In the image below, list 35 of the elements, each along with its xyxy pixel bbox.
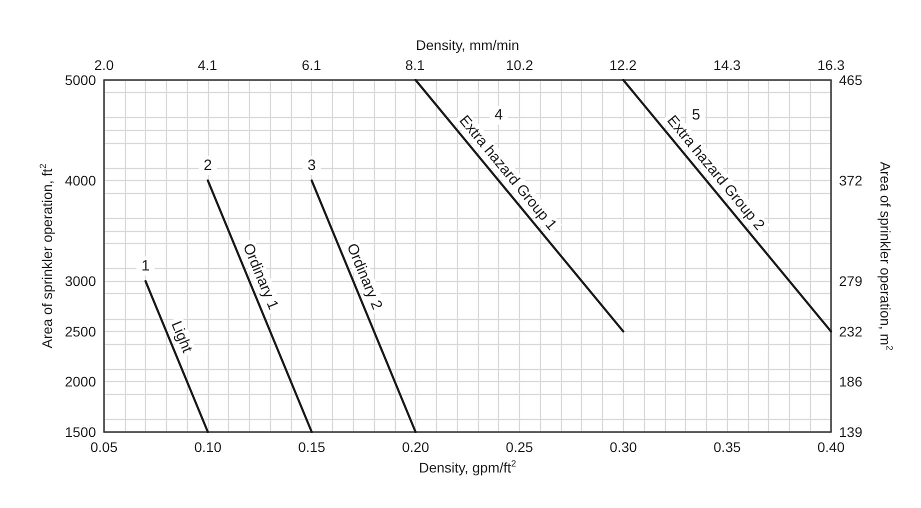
annotation: 3 xyxy=(308,156,316,174)
x-tick-label: 0.20 xyxy=(402,439,430,455)
x2-tick-label: 16.3 xyxy=(817,57,845,73)
x2-tick-label: 6.1 xyxy=(302,57,322,73)
y-tick-label: 2000 xyxy=(64,374,96,390)
y-tick-label: 3000 xyxy=(64,273,96,290)
y2-tick-label: 232 xyxy=(839,324,863,340)
y2-tick-label: 186 xyxy=(839,373,863,390)
x2-tick-label: 14.3 xyxy=(713,57,741,73)
x-tick-label: 0.10 xyxy=(194,439,222,455)
y2-axis-title: Area of sprinkler operation, m2 xyxy=(878,162,894,350)
y2-tick-label: 279 xyxy=(839,272,863,289)
x2-axis-title: Density, mm/min xyxy=(416,37,520,53)
x-tick-label: 0.05 xyxy=(90,439,118,455)
x-tick-label: 0.30 xyxy=(610,439,638,455)
y2-tick-label: 139 xyxy=(839,424,863,440)
x2-tick-label: 12.2 xyxy=(609,57,637,73)
x-tick-label: 0.35 xyxy=(714,439,741,455)
y-axis-title: Area of sprinkler operation, ft2 xyxy=(38,164,55,348)
y2-tick-label: 372 xyxy=(839,172,863,188)
y-tick-label: 5000 xyxy=(64,72,96,88)
y-tick-label: 1500 xyxy=(64,424,96,440)
y2-tick-label: 465 xyxy=(839,72,863,88)
y-tick-label: 2500 xyxy=(64,323,96,340)
x2-tick-label: 10.2 xyxy=(506,57,534,73)
x2-tick-label: 4.1 xyxy=(198,57,218,73)
x-tick-label: 0.15 xyxy=(298,439,326,455)
x2-tick-label: 8.1 xyxy=(405,57,425,73)
text: Light xyxy=(167,318,196,356)
x2-tick-label: 2.0 xyxy=(94,57,114,73)
x-tick-label: 0.40 xyxy=(817,439,845,455)
annotation: 1 xyxy=(141,258,150,275)
x-tick-label: 0.25 xyxy=(506,439,534,455)
y-tick-label: 4000 xyxy=(64,172,96,189)
annotation: 2 xyxy=(204,156,212,174)
